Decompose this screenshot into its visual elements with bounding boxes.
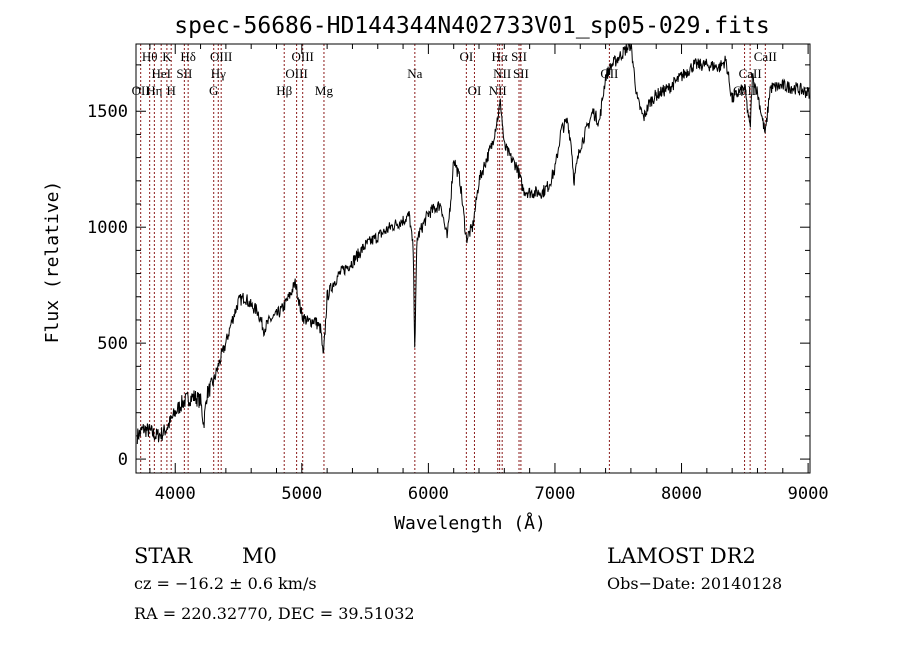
- x-tick-label: 8000: [661, 484, 702, 504]
- y-tick-label: 1500: [87, 102, 128, 122]
- line-marker-label: Hθ: [142, 49, 158, 64]
- line-marker-label: NII: [489, 83, 507, 98]
- line-marker-label: OI: [459, 49, 473, 64]
- x-tick-label: 7000: [534, 484, 575, 504]
- line-marker-label: OI: [468, 83, 482, 98]
- y-axis-label: Flux (relative): [42, 181, 63, 344]
- line-marker-label: H: [166, 83, 175, 98]
- line-marker-label: Mg: [315, 83, 334, 98]
- x-tick-label: 9000: [788, 484, 829, 504]
- line-marker-label: Hα: [492, 49, 508, 64]
- line-marker-label: G: [209, 83, 218, 98]
- line-marker-label: NII: [493, 66, 511, 81]
- line-marker-label: CaII: [754, 49, 777, 64]
- y-tick-label: 1000: [87, 218, 128, 238]
- line-marker-label: Na: [407, 66, 422, 81]
- object-class: STAR: [134, 544, 193, 568]
- coordinates: RA = 220.32770, DEC = 39.51032: [134, 604, 415, 623]
- spectrum-line: [136, 43, 810, 445]
- line-marker-label: Hγ: [211, 66, 226, 81]
- line-marker-label: K: [162, 49, 172, 64]
- line-marker-label: HeI: [151, 66, 171, 81]
- line-marker-label: Hη: [146, 83, 162, 98]
- redshift-text: cz = −16.2 ± 0.6 km/s: [134, 574, 317, 593]
- line-marker-label: Hδ: [180, 49, 196, 64]
- line-marker-label: SII: [176, 66, 192, 81]
- line-marker-label: SII: [511, 49, 527, 64]
- line-marker-label: OIII: [285, 66, 307, 81]
- axis-ticks: 4000 5000 6000 7000 8000 9000 0 500 1000 1500: [87, 44, 829, 504]
- obs-date: Obs−Date: 20140128: [607, 574, 782, 593]
- x-tick-label: 5000: [281, 484, 322, 504]
- line-marker-label: OIII: [210, 49, 232, 64]
- line-marker-label: OIII: [292, 49, 314, 64]
- line-marker-label: Hβ: [276, 83, 292, 98]
- plot-frame: [135, 43, 811, 474]
- line-marker-label: SII: [513, 66, 529, 81]
- y-tick-label: 0: [118, 450, 128, 470]
- x-tick-label: 4000: [155, 484, 196, 504]
- chart-title: spec-56686-HD144344N402733V01_sp05-029.f…: [174, 13, 769, 39]
- line-markers: OIIHθHηHeIKHSIIHδGHγOIIIHβOIIIOIIIMgNaOI…: [132, 44, 777, 473]
- x-axis-label: Wavelength (Å): [394, 512, 546, 534]
- subclass: M0: [242, 544, 277, 568]
- survey-label: LAMOST DR2: [607, 544, 756, 568]
- x-tick-label: 6000: [408, 484, 449, 504]
- line-marker-label: CaII: [739, 66, 762, 81]
- y-tick-label: 500: [97, 334, 128, 354]
